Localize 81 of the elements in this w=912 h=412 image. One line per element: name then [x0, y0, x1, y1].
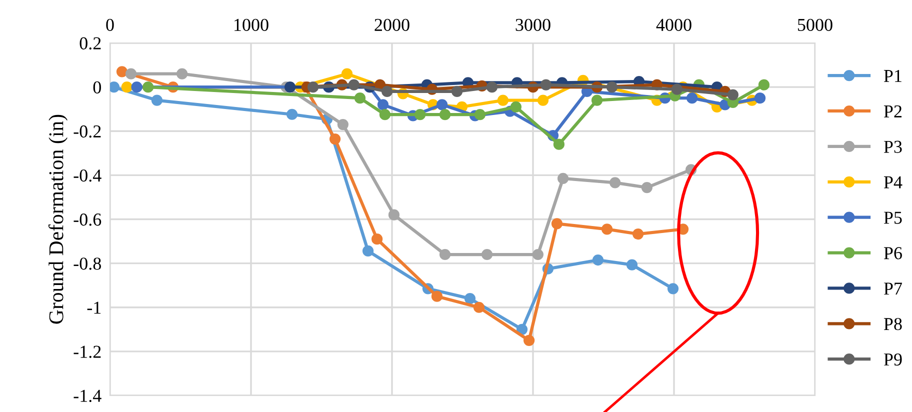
y-tick-label: -0.6: [74, 214, 102, 226]
point: [551, 218, 563, 230]
point: [464, 293, 476, 304]
point: [592, 254, 604, 266]
point: [532, 248, 544, 260]
y-tick-label: -0.4: [74, 169, 102, 182]
y-tick-label: -0.2: [74, 125, 101, 138]
point: [754, 92, 766, 104]
point: [474, 109, 486, 120]
point: [116, 66, 128, 78]
point: [329, 134, 341, 145]
point: [727, 89, 738, 100]
legend-label: P4: [884, 176, 902, 188]
point: [377, 99, 389, 110]
x-tick-label: 3000: [516, 18, 550, 31]
point: [439, 109, 451, 120]
point: [632, 228, 644, 240]
point: [606, 82, 618, 93]
y-tick-label: -1.2: [74, 346, 101, 358]
point: [557, 172, 569, 184]
y-axis-title: Ground Deformation (in): [48, 114, 68, 324]
point: [481, 248, 493, 260]
x-tick-label: 2000: [374, 18, 410, 31]
point: [516, 324, 528, 335]
point: [758, 79, 770, 90]
point: [671, 84, 683, 95]
point: [307, 82, 319, 93]
point: [382, 86, 393, 98]
point: [362, 245, 374, 257]
point: [641, 182, 652, 194]
y-tick-label: -1.4: [74, 390, 102, 402]
point: [131, 82, 142, 93]
point: [341, 68, 353, 80]
point: [414, 109, 426, 120]
point: [523, 334, 535, 346]
point: [686, 92, 698, 104]
point: [473, 302, 485, 313]
legend-label: P2: [884, 105, 902, 118]
point: [348, 79, 360, 90]
y-tick-label: 0.2: [80, 37, 101, 50]
point: [439, 248, 451, 260]
point: [510, 101, 522, 112]
point: [667, 283, 679, 294]
legend-label: P1: [884, 70, 902, 82]
legend-label: P7: [884, 282, 902, 295]
point: [176, 68, 188, 80]
point: [286, 108, 298, 120]
legend-label: P9: [884, 353, 902, 366]
point: [379, 109, 391, 120]
legend-label: P6: [884, 247, 902, 260]
point: [284, 82, 296, 93]
x-tick-label: 1000: [234, 18, 268, 31]
point: [540, 79, 552, 90]
point: [537, 94, 549, 106]
point: [451, 86, 463, 98]
y-tick-label: 0: [93, 81, 101, 94]
y-tick-label: -0.8: [74, 258, 101, 270]
point: [601, 224, 613, 235]
point: [337, 118, 348, 130]
point: [354, 92, 366, 104]
point: [125, 68, 137, 80]
point: [553, 138, 564, 150]
point: [591, 94, 603, 106]
point: [486, 82, 498, 93]
legend-label: P5: [884, 212, 902, 224]
legend-label: P8: [884, 318, 902, 330]
point: [142, 82, 154, 93]
point: [626, 259, 638, 270]
point: [151, 94, 163, 106]
point: [388, 209, 400, 220]
x-tick-label: 0: [106, 18, 114, 31]
point: [372, 234, 383, 245]
point: [436, 99, 448, 110]
point: [497, 94, 509, 106]
x-tick-label: 4000: [656, 18, 692, 31]
point: [121, 82, 132, 93]
point: [431, 290, 443, 302]
legend-label: P3: [884, 140, 902, 153]
y-tick-label: -1: [87, 302, 101, 314]
point: [610, 177, 621, 188]
x-tick-label: 5000: [798, 18, 832, 31]
